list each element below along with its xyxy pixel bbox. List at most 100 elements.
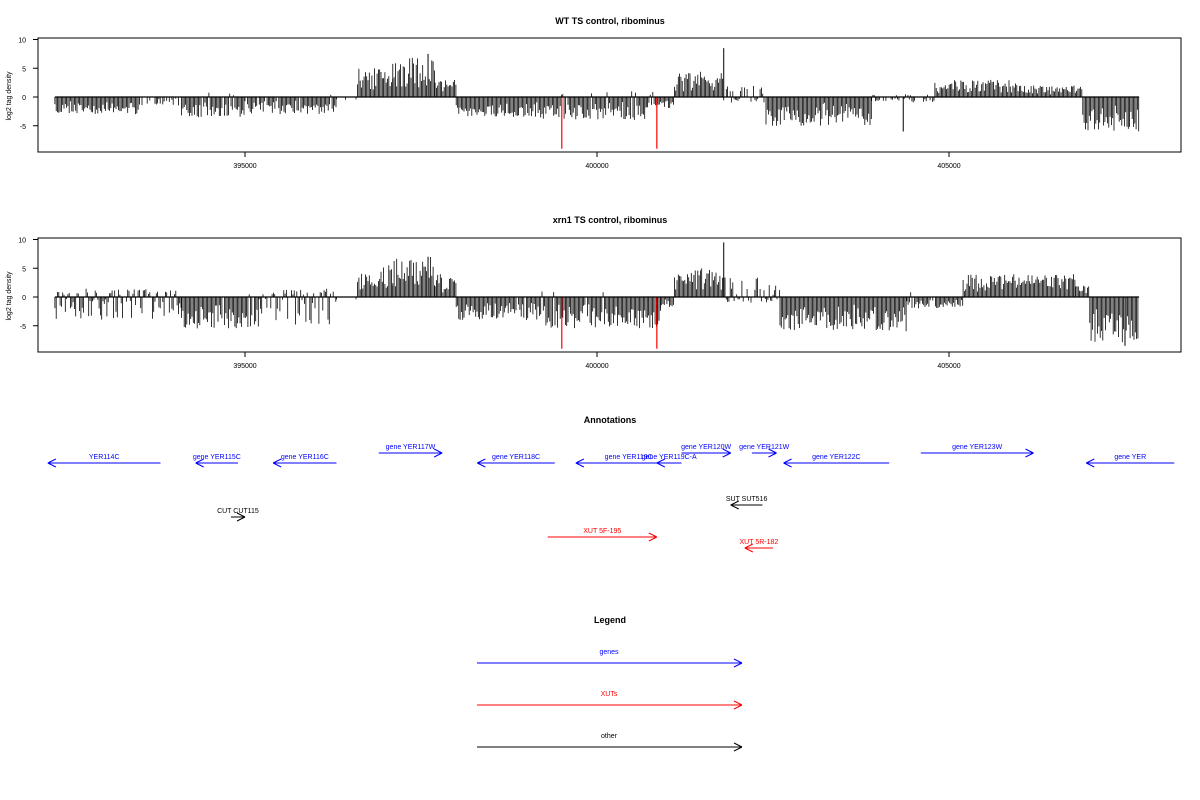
y-tick-label: 5 (22, 266, 26, 273)
feature-arrowhead (730, 500, 739, 506)
feature-arrowhead (47, 462, 57, 468)
feature-arrowhead (1025, 448, 1034, 454)
feature-label: YER114C (89, 454, 120, 461)
y-axis-label: log2 tag density (6, 71, 13, 121)
feature-arrowhead (744, 543, 754, 549)
feature-label: gene YER118C (492, 454, 540, 461)
annotation-feature: CUT CUT115 (217, 508, 259, 522)
feature-arrowhead (575, 462, 585, 468)
feature-label: gene YER116C (281, 454, 329, 461)
x-tick-label: 395000 (233, 363, 256, 370)
annotation-feature: SUT SUT516 (726, 496, 768, 510)
feature-arrowhead (768, 452, 777, 458)
feature-arrowhead (433, 452, 443, 458)
annotation-feature: gene YER122C (783, 454, 890, 468)
annotation-feature: gene YER118C (477, 454, 555, 468)
feature-label: gene YER119C (605, 454, 653, 461)
annotation-feature: gene YER120W (681, 444, 732, 458)
x-tick-label: 405000 (937, 163, 960, 170)
chart-title: xrn1 TS control, ribominus (553, 215, 668, 225)
chart-title: WT TS control, ribominus (555, 16, 665, 26)
feature-label: gene YER121W (739, 444, 789, 451)
annotation-feature: XUT 5R-182 (740, 539, 779, 553)
y-tick-label: 0 (22, 295, 26, 302)
feature-arrowhead (722, 452, 731, 458)
red-markers (561, 297, 658, 349)
legend-items: genes XUTs other (477, 649, 743, 752)
legend-arrowhead (733, 662, 743, 668)
y-tick-label: -5 (20, 124, 26, 131)
bar-series (54, 242, 1139, 346)
annotation-feature: gene YER115C (193, 454, 241, 468)
y-axis: -5 0 5 10 (18, 38, 38, 131)
legend-arrowhead (733, 704, 743, 710)
legend-item: XUTs (477, 691, 743, 710)
feature-label: XUT 5F-195 (583, 528, 621, 535)
feature-label: gene YER (1114, 454, 1146, 461)
feature-arrowhead (272, 462, 282, 468)
y-tick-label: -5 (20, 324, 26, 331)
chart-panel-wt: WT TS control, ribominus log2 tag densit… (6, 16, 1182, 170)
annotation-features: YER114C gene YER115C gene YER116C gene YER1… (47, 444, 1175, 553)
legend-label: genes (599, 649, 619, 656)
x-axis: 395000 400000 405000 (233, 352, 961, 370)
legend-label: XUTs (601, 691, 618, 698)
feature-arrowhead (656, 462, 666, 468)
feature-arrowhead (783, 462, 792, 468)
legend-label: other (601, 733, 618, 740)
annotation-feature: gene YER123W (920, 444, 1034, 458)
legend-item: other (477, 733, 743, 752)
annotations-panel: Annotations YER114C gene YER115C gene YER1… (47, 415, 1175, 553)
feature-label: gene YER115C (193, 454, 241, 461)
feature-arrowhead (648, 536, 658, 542)
feature-label: gene YER117W (386, 444, 436, 451)
feature-arrowhead (783, 458, 792, 464)
x-tick-label: 405000 (937, 363, 960, 370)
feature-arrowhead (656, 458, 666, 464)
legend-arrowhead (733, 742, 743, 748)
feature-label: SUT SUT516 (726, 496, 768, 503)
feature-arrowhead (236, 512, 246, 518)
feature-arrowhead (477, 458, 486, 464)
annotation-feature: gene YER117W (378, 444, 443, 458)
feature-arrowhead (722, 448, 731, 454)
annotation-feature: YER114C (47, 454, 161, 468)
feature-arrowhead (1086, 458, 1095, 464)
y-axis-label: log2 tag density (6, 271, 13, 321)
feature-arrowhead (575, 458, 585, 464)
feature-label: CUT CUT115 (217, 508, 259, 515)
x-axis: 395000 400000 405000 (233, 152, 961, 170)
feature-label: gene YER120W (681, 444, 731, 451)
feature-label: XUT 5R-182 (740, 539, 779, 546)
y-axis: -5 0 5 10 (18, 238, 38, 331)
annotation-feature: gene YER116C (272, 454, 337, 468)
feature-arrowhead (433, 448, 443, 454)
feature-label: gene YER123W (952, 444, 1002, 451)
x-tick-label: 395000 (233, 163, 256, 170)
annotation-feature: gene YER121W (739, 444, 790, 458)
x-tick-label: 400000 (585, 363, 608, 370)
y-tick-label: 5 (22, 66, 26, 73)
red-markers (561, 97, 658, 149)
annotation-feature: gene YER (1086, 454, 1175, 468)
y-tick-label: 10 (18, 238, 26, 245)
y-tick-label: 10 (18, 38, 26, 45)
feature-arrowhead (236, 516, 246, 522)
bar-series (54, 48, 1140, 132)
plot-frame (37, 237, 1182, 353)
feature-arrowhead (195, 462, 204, 468)
feature-arrowhead (648, 532, 658, 538)
feature-label: gene YER119C-A (642, 454, 697, 461)
feature-arrowhead (1025, 452, 1034, 458)
feature-arrowhead (272, 458, 282, 464)
plot-frame (37, 37, 1182, 153)
legend: Legend genes XUTs other (477, 615, 743, 752)
feature-arrowhead (1086, 462, 1095, 468)
x-tick-label: 400000 (585, 163, 608, 170)
legend-arrowhead (733, 658, 743, 664)
legend-item: genes (477, 649, 743, 668)
feature-arrowhead (47, 458, 57, 464)
legend-arrowhead (733, 746, 743, 752)
chart-panel-xrn1: xrn1 TS control, ribominus log2 tag dens… (6, 215, 1182, 370)
